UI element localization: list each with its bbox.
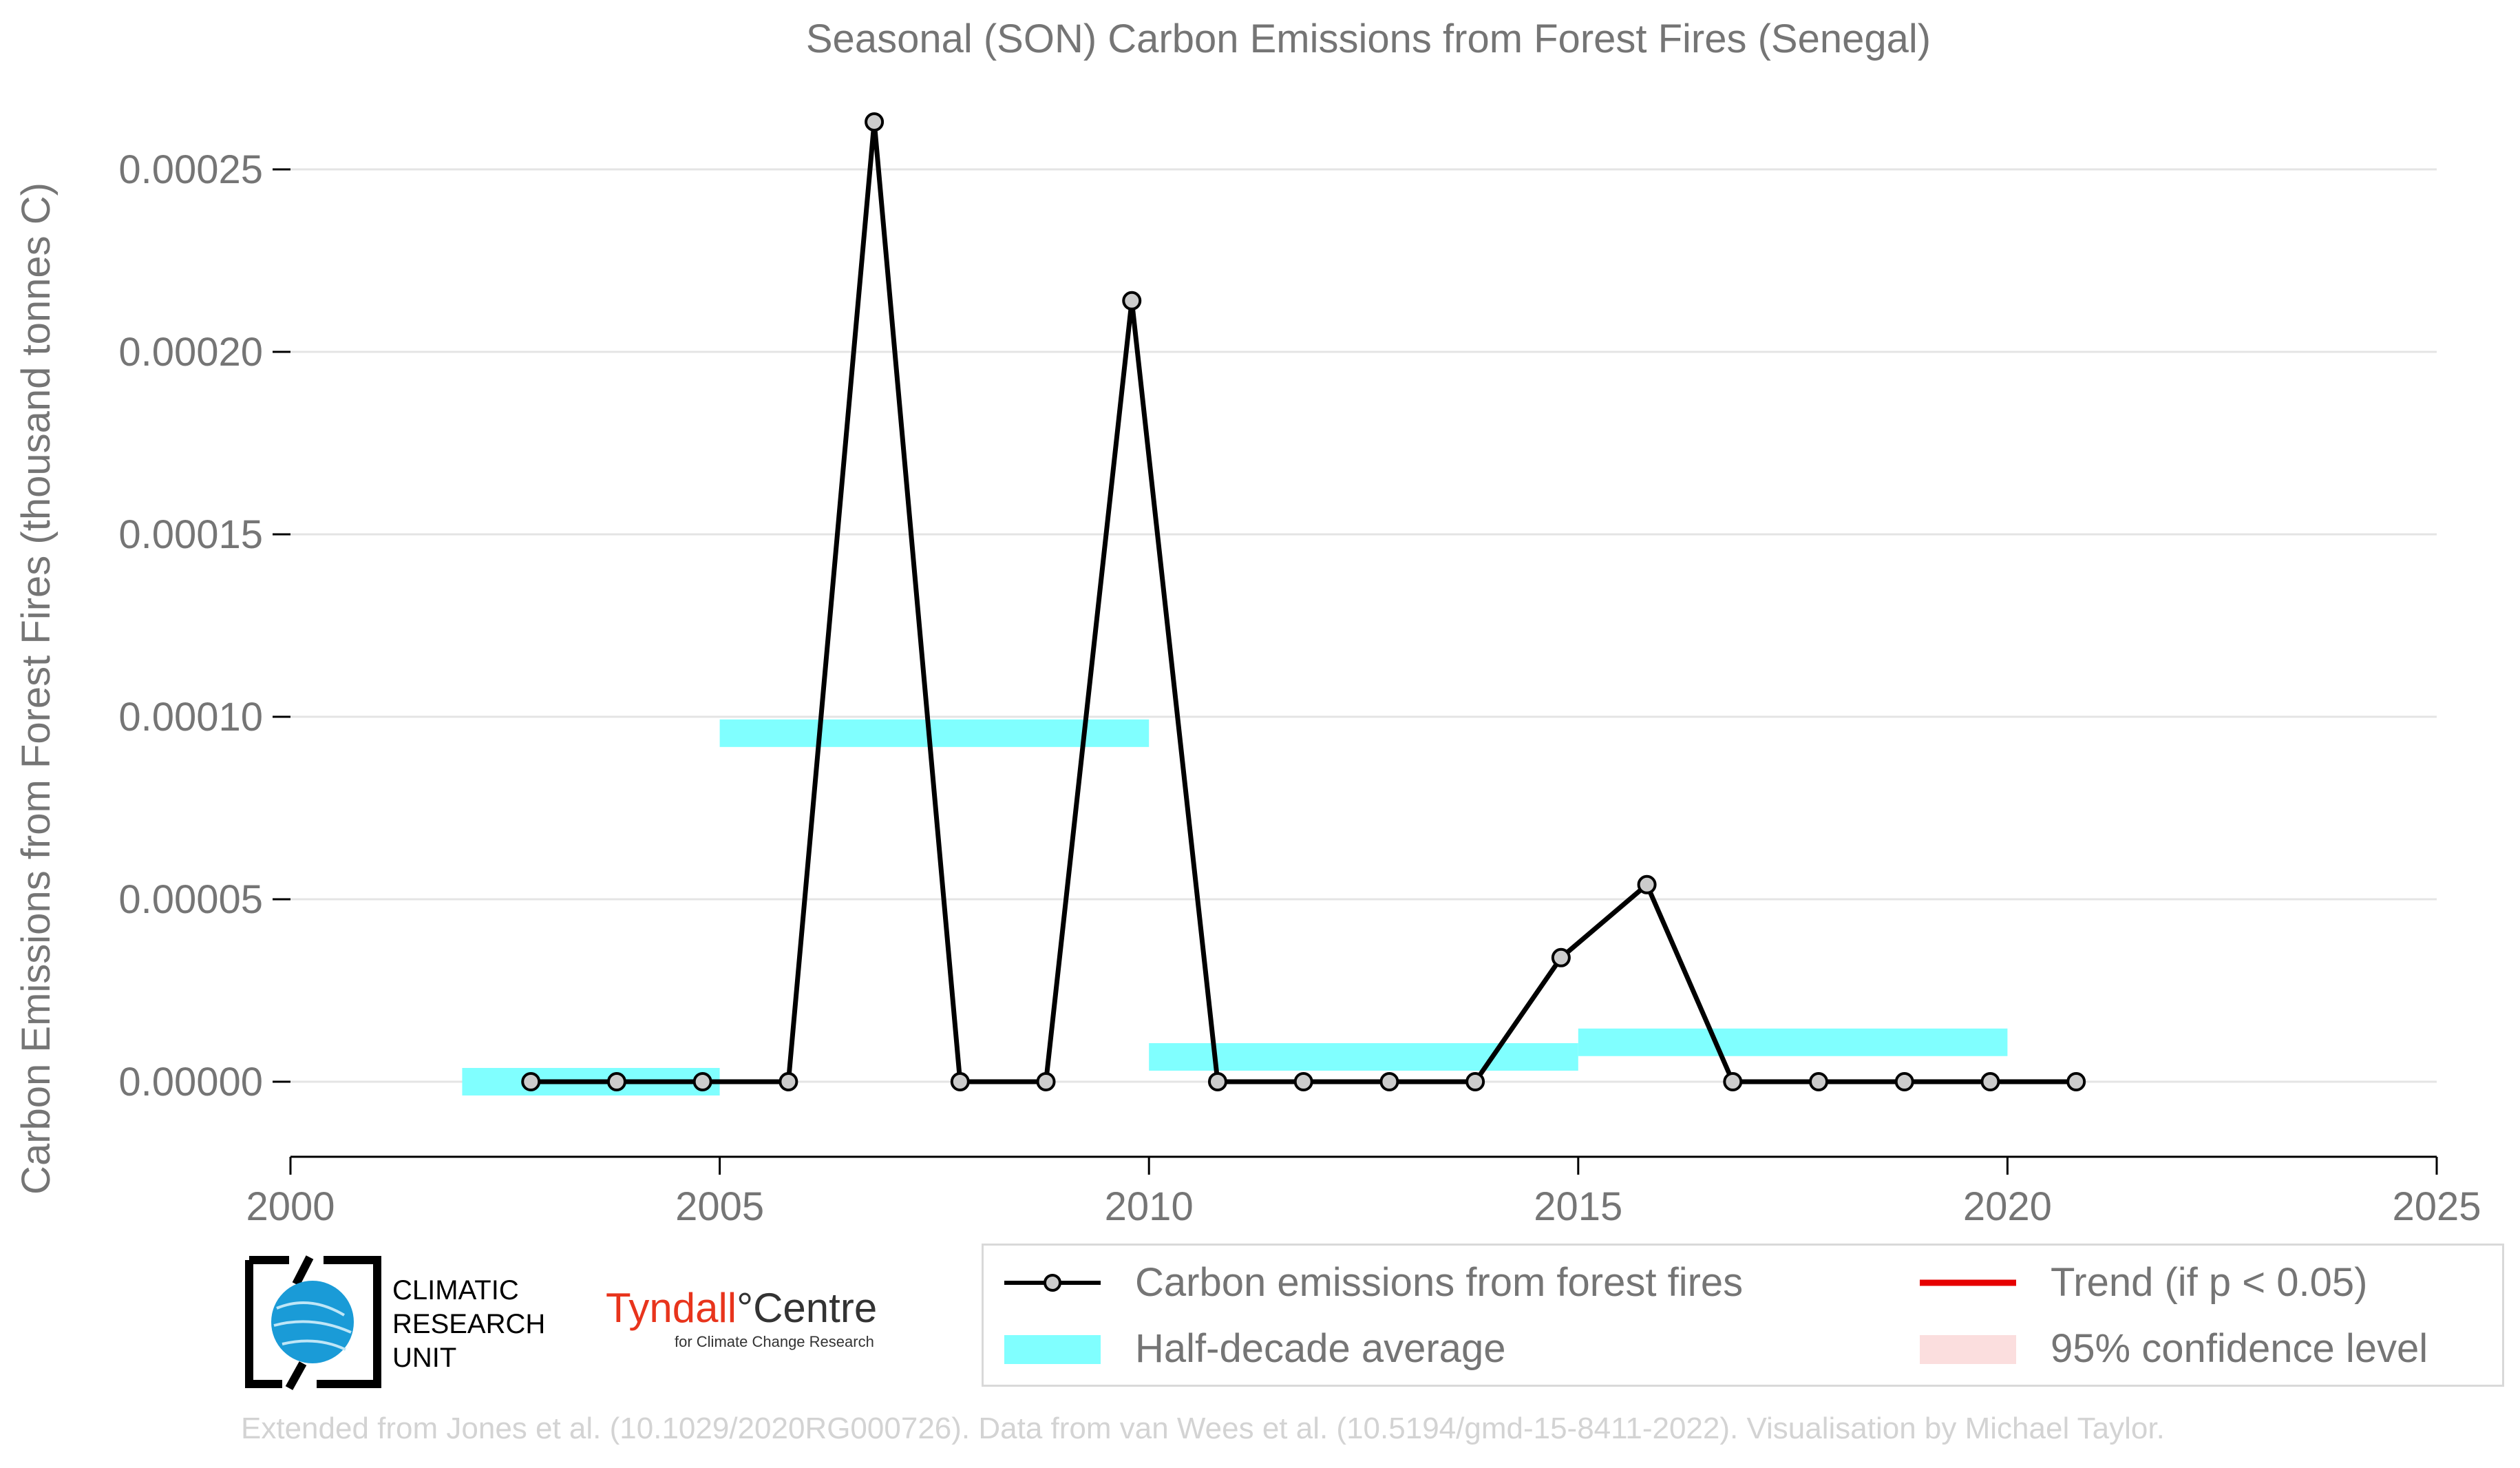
x-ticks: 2000 2005 2010 2015 2020 2025 (246, 1157, 2481, 1229)
y-tick-label: 0.00020 (118, 330, 263, 375)
legend-line-marker-icon (1004, 1273, 1101, 1292)
legend-line-icon (1920, 1279, 2016, 1286)
data-point (521, 1072, 541, 1091)
legend-item-emissions: Carbon emissions from forest fires (1004, 1259, 1743, 1306)
legend-label: 95% confidence level (2051, 1326, 2428, 1371)
y-tick-label: 0.00010 (118, 695, 263, 740)
legend-label: Carbon emissions from forest fires (1135, 1260, 1744, 1305)
cru-text-line: RESEARCH (392, 1309, 546, 1339)
legend-item-confidence: 95% confidence level (1920, 1325, 2428, 1372)
cru-globe-icon (245, 1255, 381, 1390)
data-point (692, 1072, 712, 1091)
legend-label: Trend (if p < 0.05) (2051, 1260, 2368, 1305)
tyndall-centre-logo: Tyndall°Centre for Climate Change Resear… (606, 1284, 895, 1360)
legend-label: Half-decade average (1135, 1326, 1506, 1371)
legend-item-trend: Trend (if p < 0.05) (1920, 1259, 2367, 1306)
series-line (531, 119, 2077, 1084)
data-point (1122, 291, 1142, 311)
x-tick-label: 2005 (675, 1184, 764, 1229)
tyndall-name: Tyndall (606, 1285, 737, 1331)
gridlines (273, 168, 2437, 1083)
data-point (2066, 1072, 2086, 1091)
x-tick-label: 2010 (1105, 1184, 1194, 1229)
data-point (1809, 1072, 1829, 1091)
tyndall-centre-word: °Centre (737, 1285, 878, 1331)
data-point (1894, 1072, 1914, 1091)
half-decade-band (719, 719, 1150, 747)
y-tick-label: 0.00005 (118, 877, 263, 922)
tyndall-subtitle: for Climate Change Research (675, 1333, 874, 1350)
data-point (1036, 1072, 1056, 1091)
y-tick-label: 0.00015 (118, 512, 263, 557)
y-tick-label: 0.00000 (118, 1060, 263, 1104)
data-point (1980, 1072, 2000, 1091)
data-point (1207, 1072, 1227, 1091)
data-point (1723, 1072, 1743, 1091)
data-point (1637, 874, 1657, 894)
x-tick-label: 2020 (1963, 1184, 2052, 1229)
x-tick-label: 2015 (1534, 1184, 1622, 1229)
data-point (606, 1072, 626, 1091)
half-decade-band (1578, 1028, 2008, 1056)
data-point (950, 1072, 970, 1091)
emissions-series (521, 112, 2086, 1091)
data-point (865, 112, 885, 132)
half-decade-band (1149, 1042, 1578, 1071)
x-tick-label: 2000 (246, 1184, 335, 1229)
legend: Carbon emissions from forest fires Trend… (982, 1244, 2504, 1387)
half-decade-average-bands (462, 719, 2008, 1095)
data-point (1293, 1072, 1313, 1091)
chart-title: Seasonal (SON) Carbon Emissions from For… (806, 17, 1931, 61)
data-point (779, 1072, 798, 1091)
legend-band-icon (1920, 1334, 2016, 1364)
data-point (1465, 1072, 1485, 1091)
y-tick-label: 0.00025 (118, 147, 263, 192)
y-axis-label: Carbon Emissions from Forest Fires (thou… (14, 182, 59, 1195)
x-tick-label: 2025 (2392, 1184, 2481, 1229)
data-point (1379, 1072, 1399, 1091)
credit-text: Extended from Jones et al. (10.1029/2020… (241, 1412, 2165, 1445)
cru-text-line: CLIMATIC (392, 1275, 519, 1306)
data-point (1551, 947, 1571, 967)
legend-item-half-decade: Half-decade average (1004, 1325, 1505, 1372)
y-tick-labels: 0.00000 0.00005 0.00010 0.00015 0.00020 0.000… (118, 147, 263, 1104)
legend-band-icon (1004, 1334, 1101, 1364)
climatic-research-unit-logo: CLIMATIC RESEARCH UNIT (241, 1253, 558, 1391)
cru-text-line: UNIT (392, 1343, 457, 1373)
